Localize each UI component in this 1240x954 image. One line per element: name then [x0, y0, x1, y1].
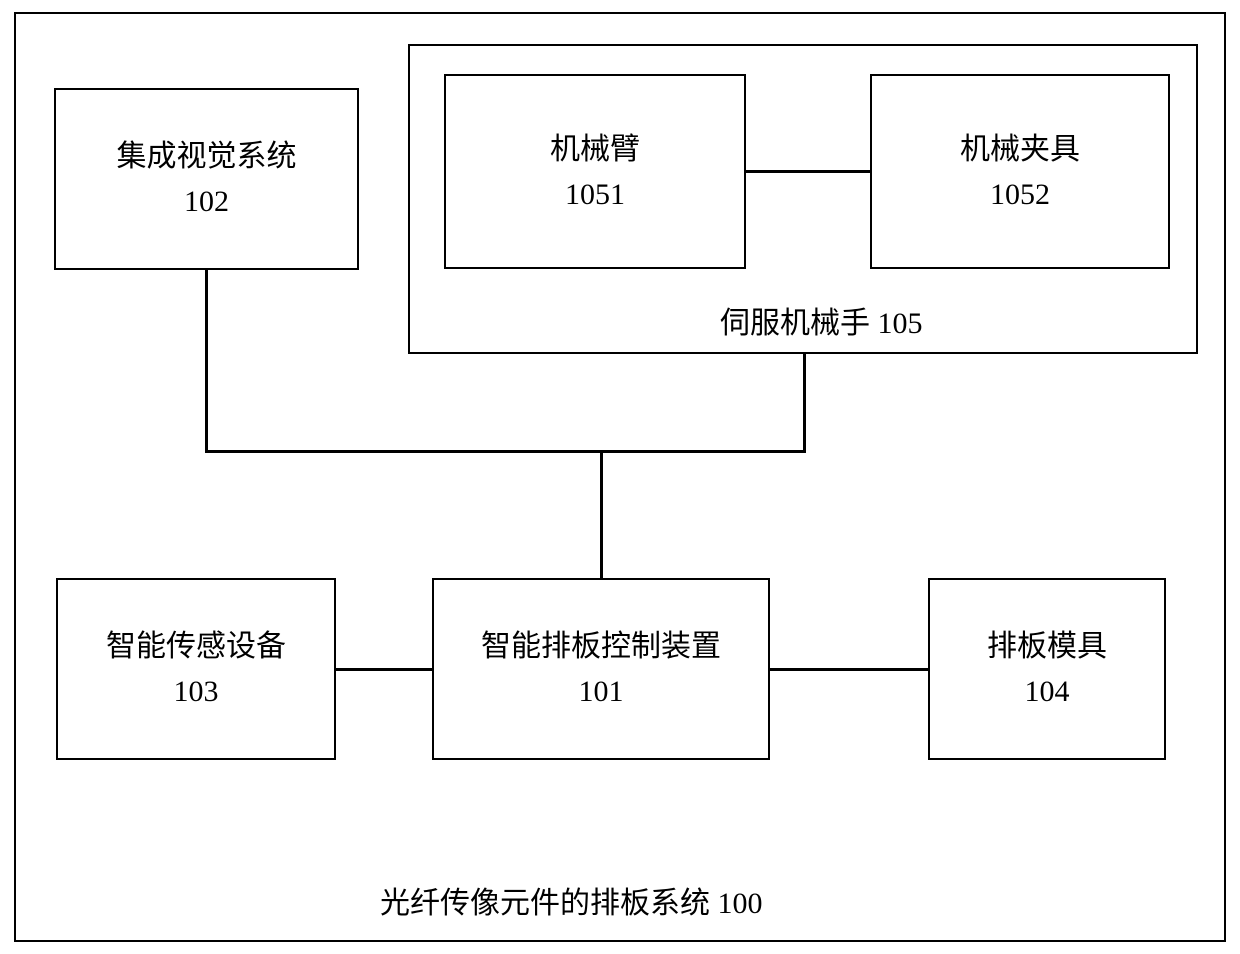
- connector-vision-down: [205, 270, 208, 453]
- block-controller: 智能排板控制装置 101: [432, 578, 770, 760]
- connector-arm-gripper: [746, 170, 870, 173]
- arm-id: 1051: [565, 172, 625, 217]
- sensor-title: 智能传感设备: [106, 624, 286, 669]
- connector-controller-mold: [770, 668, 928, 671]
- controller-id: 101: [579, 669, 624, 714]
- connector-bus-horizontal: [205, 450, 806, 453]
- gripper-title: 机械夹具: [960, 127, 1080, 172]
- servo-container-label: 伺服机械手 105: [720, 298, 923, 342]
- block-gripper: 机械夹具 1052: [870, 74, 1170, 269]
- mold-title: 排板模具: [987, 624, 1107, 669]
- sensor-id: 103: [174, 669, 219, 714]
- gripper-id: 1052: [990, 172, 1050, 217]
- vision-system-id: 102: [184, 179, 229, 224]
- connector-sensor-controller: [336, 668, 432, 671]
- block-sensor: 智能传感设备 103: [56, 578, 336, 760]
- vision-system-title: 集成视觉系统: [117, 134, 297, 179]
- block-vision-system: 集成视觉系统 102: [54, 88, 359, 270]
- mold-id: 104: [1025, 669, 1070, 714]
- connector-bus-controller: [600, 450, 603, 578]
- arm-title: 机械臂: [550, 127, 640, 172]
- block-mold: 排板模具 104: [928, 578, 1166, 760]
- system-label: 光纤传像元件的排板系统 100: [380, 878, 763, 922]
- controller-title: 智能排板控制装置: [481, 624, 721, 669]
- connector-servo-down: [803, 354, 806, 453]
- block-arm: 机械臂 1051: [444, 74, 746, 269]
